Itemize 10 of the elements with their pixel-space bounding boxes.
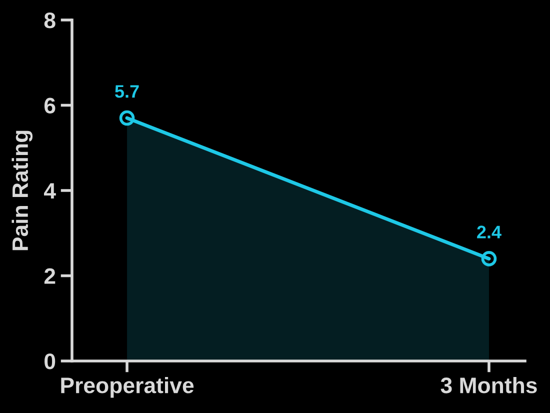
data-label: 5.7 — [115, 85, 139, 98]
data-label: 2.4 — [477, 226, 502, 238]
y-tick-label: 2 — [44, 268, 56, 284]
x-tick-label: Preoperative — [61, 376, 194, 398]
y-tick-label: 4 — [44, 183, 56, 199]
x-tick-label: 3 Months — [440, 376, 537, 394]
y-tick-label: 6 — [44, 98, 56, 114]
y-axis-title: Pain Rating — [12, 130, 33, 250]
y-tick-label: 8 — [44, 12, 56, 28]
y-tick-label: 0 — [44, 354, 56, 370]
